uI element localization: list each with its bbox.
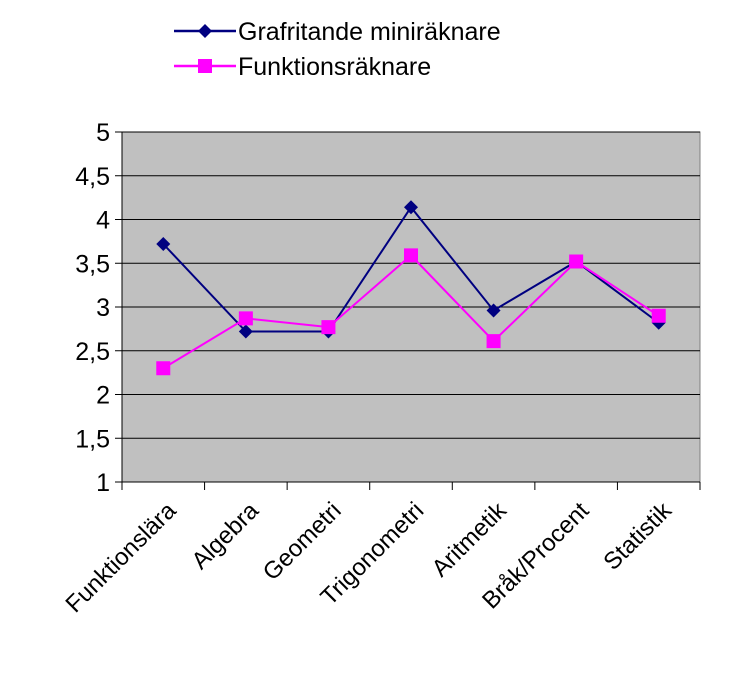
legend-marker-diamond-icon	[198, 24, 212, 38]
x-tick-label: Statistik	[598, 496, 677, 575]
data-point-series-2	[569, 254, 584, 269]
y-tick-label: 1	[96, 469, 110, 497]
data-point-series-1	[156, 237, 171, 251]
y-axis: 1 1,5 2 2,5 3 3,5 4 4,5 5	[75, 119, 123, 497]
data-point-series-2	[321, 320, 336, 335]
data-point-series-2	[404, 248, 418, 263]
x-tick-label: Funktionslära	[61, 497, 182, 618]
legend-item-series-2: Funktionsräknare	[174, 53, 431, 81]
legend-item-series-1: Grafritande miniräknare	[174, 18, 501, 46]
y-tick-label: 1,5	[75, 425, 110, 453]
data-point-series-1	[238, 324, 253, 339]
x-axis: Funktionslära AlgebraGeometriTrigonometri…	[61, 481, 701, 618]
data-point-series-2	[651, 308, 666, 323]
legend-label-series-1: Grafritande miniräknare	[238, 18, 501, 46]
series-layer	[156, 200, 666, 376]
y-tick-label: 3	[96, 294, 110, 322]
y-tick-label: 4	[96, 207, 110, 235]
gridlines	[122, 131, 700, 439]
legend: Grafritande miniräknare Funktionsräknare	[174, 18, 501, 81]
data-point-series-1	[404, 200, 418, 215]
y-tick-label: 2,5	[75, 338, 110, 366]
data-point-series-2	[156, 361, 171, 376]
data-point-series-2	[238, 311, 253, 326]
y-tick-label: 4,5	[75, 163, 110, 191]
data-point-series-1	[486, 303, 501, 318]
y-tick-label: 2	[96, 382, 110, 410]
legend-label-series-2: Funktionsräknare	[238, 53, 431, 81]
y-tick-label: 5	[96, 119, 110, 147]
x-tick-label: Algebra	[187, 497, 265, 575]
x-tick-label: Aritmetik	[427, 496, 513, 582]
legend-marker-square-icon	[198, 59, 212, 73]
data-point-series-2	[486, 334, 501, 349]
y-tick-label: 3,5	[75, 250, 110, 278]
